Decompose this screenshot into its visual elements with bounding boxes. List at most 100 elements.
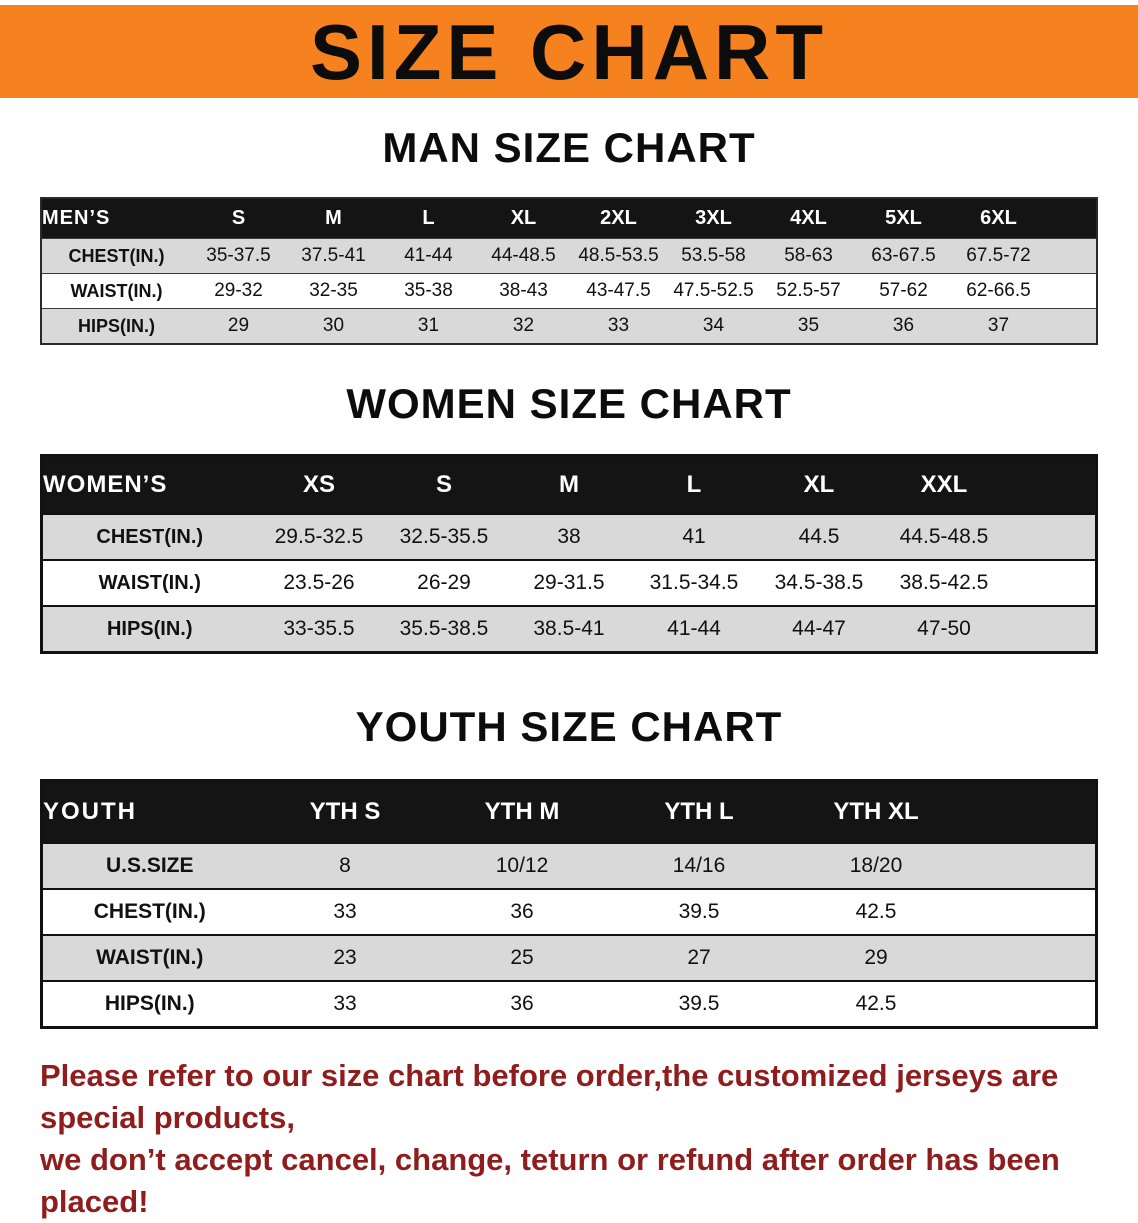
measurement-value: 8 xyxy=(256,841,434,889)
measurement-value: 44.5 xyxy=(756,513,882,561)
measurement-value: 23.5-26 xyxy=(256,559,382,607)
measurement-value: 41 xyxy=(631,513,757,561)
measurement-value: 23 xyxy=(256,933,434,981)
measurement-label: WAIST(IN.) xyxy=(41,273,191,309)
table-header-row: MEN’S S M L XL 2XL 3XL 4XL 5XL 6XL xyxy=(41,198,1097,239)
measurement-value: 26-29 xyxy=(381,559,507,607)
row-spacer-cell xyxy=(1046,238,1097,274)
size-column-header: S xyxy=(191,198,286,239)
size-column-header: M xyxy=(286,198,381,239)
measurement-value: 33 xyxy=(256,979,434,1028)
measurement-row: U.S.SIZE 8 10/12 14/16 18/20 xyxy=(41,841,1097,889)
size-column-header: YTH M xyxy=(433,780,611,843)
measurement-row: CHEST(IN.) 35-37.5 37.5-41 41-44 44-48.5 48.5… xyxy=(41,238,1097,274)
measurement-value: 41-44 xyxy=(381,238,476,274)
header-spacer-cell xyxy=(964,780,1097,843)
table-corner-label: MEN’S xyxy=(41,198,191,239)
measurement-label: CHEST(IN.) xyxy=(41,238,191,274)
measurement-value: 31 xyxy=(381,308,476,345)
measurement-value: 29.5-32.5 xyxy=(256,513,382,561)
row-spacer-cell xyxy=(1006,559,1097,607)
measurement-label: WAIST(IN.) xyxy=(41,933,257,981)
size-column-header: XS xyxy=(256,455,382,515)
measurement-label: CHEST(IN.) xyxy=(41,513,257,561)
measurement-value: 37.5-41 xyxy=(286,238,381,274)
measurement-value: 39.5 xyxy=(610,887,788,935)
measurement-value: 34 xyxy=(666,308,761,345)
size-column-header: 4XL xyxy=(761,198,856,239)
measurement-label: HIPS(IN.) xyxy=(41,308,191,345)
measurement-value: 32.5-35.5 xyxy=(381,513,507,561)
measurement-row: WAIST(IN.) 23.5-26 26-29 29-31.5 31.5-34.5 34… xyxy=(41,559,1097,607)
size-column-header: YTH S xyxy=(256,780,434,843)
measurement-value: 52.5-57 xyxy=(761,273,856,309)
row-spacer-cell xyxy=(964,841,1097,889)
measurement-value: 30 xyxy=(286,308,381,345)
size-chart-page: SIZE CHART MAN SIZE CHART MEN’S S M L XL 2XL 3… xyxy=(0,5,1138,1223)
women-size-chart-heading: WOMEN SIZE CHART xyxy=(346,380,792,428)
size-column-header: 2XL xyxy=(571,198,666,239)
table-corner-label: WOMEN’S xyxy=(41,455,257,515)
measurement-value: 29-31.5 xyxy=(506,559,632,607)
row-spacer-cell xyxy=(964,887,1097,935)
youth-size-chart-heading: YOUTH SIZE CHART xyxy=(355,703,783,751)
measurement-value: 42.5 xyxy=(787,887,965,935)
measurement-value: 25 xyxy=(433,933,611,981)
measurement-row: CHEST(IN.) 29.5-32.5 32.5-35.5 38 41 44.5 44.5… xyxy=(41,513,1097,561)
measurement-value: 44.5-48.5 xyxy=(881,513,1007,561)
women-size-chart-section: WOMEN SIZE CHART WOMEN’S XS S M L XL XXL CHEST(… xyxy=(0,380,1138,655)
measurement-value: 48.5-53.5 xyxy=(571,238,666,274)
measurement-value: 37 xyxy=(951,308,1046,345)
measurement-value: 33 xyxy=(571,308,666,345)
measurement-value: 36 xyxy=(433,887,611,935)
man-size-table: MEN’S S M L XL 2XL 3XL 4XL 5XL 6XL CHEST(IN.) 35-37… xyxy=(40,197,1098,346)
measurement-value: 44-47 xyxy=(756,605,882,653)
measurement-value: 36 xyxy=(856,308,951,345)
measurement-row: WAIST(IN.) 23 25 27 29 xyxy=(41,933,1097,981)
youth-size-chart-section: YOUTH SIZE CHART YOUTH YTH S YTH M YTH L YTH… xyxy=(0,703,1138,1029)
measurement-value: 38-43 xyxy=(476,273,571,309)
measurement-value: 14/16 xyxy=(610,841,788,889)
size-column-header: XXL xyxy=(881,455,1007,515)
size-column-header: YTH L xyxy=(610,780,788,843)
measurement-value: 47-50 xyxy=(881,605,1007,653)
measurement-value: 53.5-58 xyxy=(666,238,761,274)
measurement-value: 63-67.5 xyxy=(856,238,951,274)
page-title: SIZE CHART xyxy=(310,7,828,96)
man-size-chart-heading: MAN SIZE CHART xyxy=(382,124,756,171)
size-column-header: M xyxy=(506,455,632,515)
measurement-row: HIPS(IN.) 29 30 31 32 33 34 35 36 37 xyxy=(41,308,1097,345)
size-column-header: YTH XL xyxy=(787,780,965,843)
women-size-table: WOMEN’S XS S M L XL XXL CHEST(IN.) 29.5-32.5 32.5… xyxy=(40,454,1098,655)
measurement-value: 18/20 xyxy=(787,841,965,889)
table-corner-label: YOUTH xyxy=(41,780,257,843)
row-spacer-cell xyxy=(964,933,1097,981)
measurement-value: 62-66.5 xyxy=(951,273,1046,309)
header-spacer-cell xyxy=(1006,455,1097,515)
row-spacer-cell xyxy=(1006,513,1097,561)
measurement-value: 58-63 xyxy=(761,238,856,274)
measurement-value: 57-62 xyxy=(856,273,951,309)
table-header-row: WOMEN’S XS S M L XL XXL xyxy=(41,455,1097,515)
row-spacer-cell xyxy=(1046,308,1097,345)
table-header-row: YOUTH YTH S YTH M YTH L YTH XL xyxy=(41,780,1097,843)
measurement-value: 39.5 xyxy=(610,979,788,1028)
size-column-header: 3XL xyxy=(666,198,761,239)
measurement-row: HIPS(IN.) 33-35.5 35.5-38.5 38.5-41 41-44 44-… xyxy=(41,605,1097,653)
measurement-value: 67.5-72 xyxy=(951,238,1046,274)
measurement-value: 35-38 xyxy=(381,273,476,309)
measurement-value: 44-48.5 xyxy=(476,238,571,274)
measurement-row: CHEST(IN.) 33 36 39.5 42.5 xyxy=(41,887,1097,935)
measurement-value: 35-37.5 xyxy=(191,238,286,274)
footer-note: Please refer to our size chart before or… xyxy=(40,1055,1098,1223)
measurement-value: 43-47.5 xyxy=(571,273,666,309)
measurement-value: 42.5 xyxy=(787,979,965,1028)
size-column-header: L xyxy=(381,198,476,239)
measurement-value: 38 xyxy=(506,513,632,561)
measurement-label: U.S.SIZE xyxy=(41,841,257,889)
measurement-value: 10/12 xyxy=(433,841,611,889)
measurement-value: 31.5-34.5 xyxy=(631,559,757,607)
measurement-value: 36 xyxy=(433,979,611,1028)
measurement-value: 33-35.5 xyxy=(256,605,382,653)
row-spacer-cell xyxy=(964,979,1097,1028)
